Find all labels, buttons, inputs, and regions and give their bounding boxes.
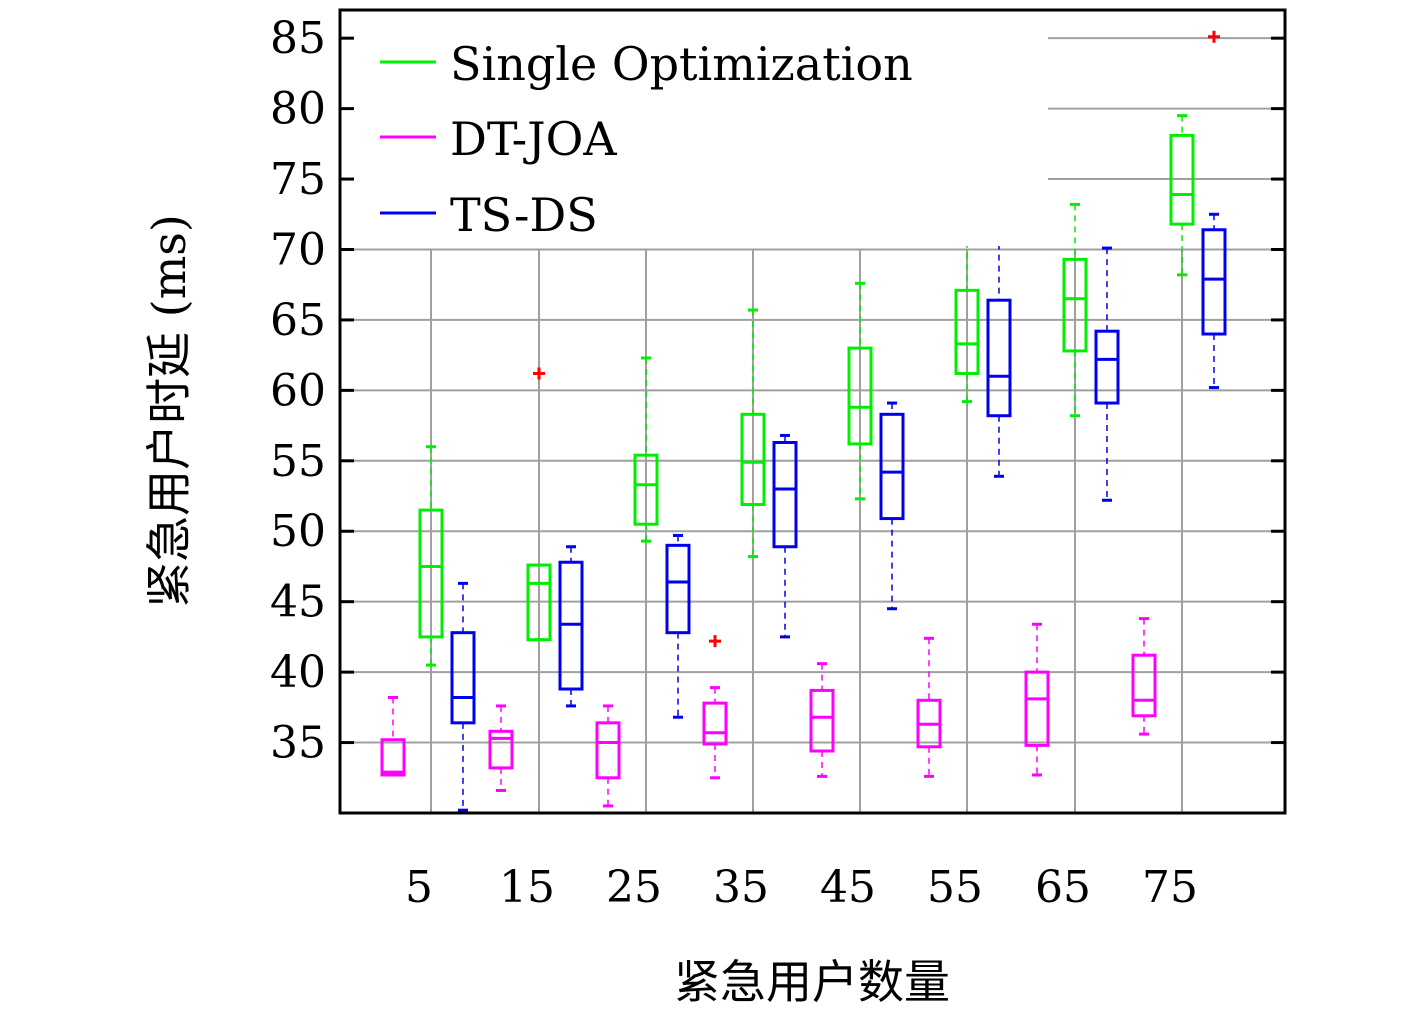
x-tick-label: 15 — [499, 862, 555, 913]
y-tick-label: 65 — [270, 295, 326, 346]
box-iqr — [595, 721, 621, 780]
legend: Single Optimization DT-JOA TS-DS — [348, 16, 1048, 246]
box-iqr — [1169, 133, 1195, 226]
box-iqr — [1131, 653, 1157, 718]
box-iqr — [633, 453, 659, 526]
y-tick-label: 85 — [270, 13, 326, 64]
y-tick-label: 70 — [270, 224, 326, 275]
x-tick-label: 5 — [405, 862, 433, 913]
box-iqr — [665, 543, 691, 635]
box-iqr — [526, 563, 552, 642]
y-tick-label: 35 — [270, 718, 326, 769]
box-marks — [380, 30, 1227, 812]
box-iqr — [740, 412, 766, 506]
box-iqr — [450, 631, 476, 725]
box-iqr — [488, 729, 514, 770]
x-tick-label: 65 — [1035, 862, 1091, 913]
box-iqr — [702, 701, 728, 746]
plot-frame — [338, 8, 1287, 815]
box-iqr — [1062, 257, 1088, 353]
box-iqr — [380, 738, 406, 777]
legend-label: Single Optimization — [450, 37, 913, 91]
box-iqr — [1024, 670, 1050, 747]
x-tick-label: 55 — [927, 862, 983, 913]
box-iqr — [986, 298, 1012, 418]
box-iqr — [879, 412, 905, 521]
axis-ticks: 35 40 45 50 55 60 65 70 75 80 85 5 15 25 35 45 55 65 75 — [270, 13, 1285, 913]
legend-label: DT-JOA — [450, 112, 617, 166]
y-tick-label: 80 — [270, 84, 326, 135]
y-tick-label: 75 — [270, 154, 326, 205]
x-tick-label: 25 — [606, 862, 662, 913]
box-iqr — [772, 440, 798, 549]
legend-label: TS-DS — [450, 188, 598, 242]
x-axis-title: 紧急用户数量 — [674, 955, 950, 1009]
y-tick-label: 40 — [270, 647, 326, 698]
legend-background — [348, 16, 1048, 246]
y-axis-title: 紧急用户时延 (ms) — [142, 214, 196, 608]
x-tick-label: 35 — [713, 862, 769, 913]
y-tick-label: 50 — [270, 506, 326, 557]
box-iqr — [1094, 329, 1120, 405]
y-tick-label: 45 — [270, 577, 326, 628]
box-iqr — [954, 288, 980, 375]
box-iqr — [847, 346, 873, 446]
y-tick-label: 60 — [270, 365, 326, 416]
box-iqr — [809, 688, 835, 753]
box-iqr — [1201, 228, 1227, 336]
box-iqr — [418, 508, 444, 639]
y-tick-label: 55 — [270, 436, 326, 487]
x-tick-label: 45 — [820, 862, 876, 913]
x-tick-label: 75 — [1142, 862, 1198, 913]
